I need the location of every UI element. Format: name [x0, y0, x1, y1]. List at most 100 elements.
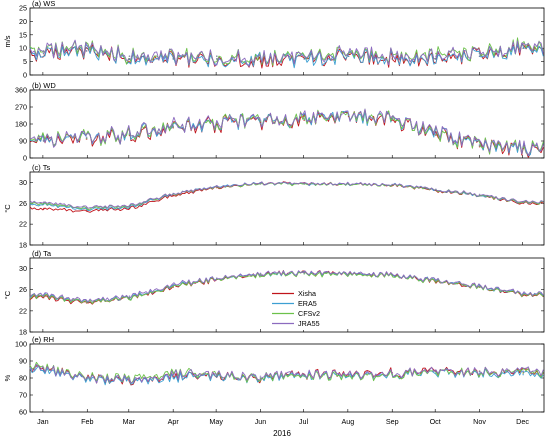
- series-line-jra55: [29, 108, 544, 156]
- data-point: [128, 204, 131, 207]
- series-line-jra55: [29, 181, 544, 209]
- data-point: [42, 367, 45, 369]
- y-tick-label: 360: [15, 86, 27, 95]
- month-tick-label: May: [209, 417, 223, 426]
- data-point: [347, 113, 350, 116]
- data-point: [435, 372, 437, 374]
- data-point: [259, 375, 262, 378]
- data-point: [216, 58, 218, 60]
- data-point: [522, 202, 524, 205]
- series-line-jra55: [29, 363, 544, 384]
- month-tick-label: Apr: [168, 417, 180, 426]
- data-point: [435, 188, 437, 190]
- y-axis-label: °C: [3, 290, 12, 299]
- data-point: [128, 132, 131, 135]
- data-point: [85, 136, 88, 138]
- y-tick-label: 100: [15, 340, 27, 349]
- data-point: [85, 47, 88, 49]
- data-point: [303, 55, 306, 57]
- data-point: [172, 375, 174, 378]
- panels: 0 5 10 15 20 25 (a) WS m/s 0 90 180 270 360 (b) WD 18 2…: [3, 0, 545, 417]
- y-tick-label: 60: [19, 408, 27, 417]
- month-tick-label: Oct: [430, 417, 441, 426]
- y-tick-label: 270: [15, 103, 27, 112]
- data-point: [172, 285, 174, 288]
- y-tick-label: 0: [23, 154, 27, 163]
- data-point: [522, 372, 524, 374]
- month-tick-label: Dec: [516, 417, 529, 426]
- data-point: [172, 192, 174, 195]
- data-point: [303, 117, 306, 120]
- data-point: [391, 58, 394, 60]
- data-point: [172, 58, 174, 60]
- data-point: [42, 294, 45, 296]
- data-point: [478, 55, 481, 57]
- data-point: [128, 378, 131, 381]
- month-tick-label: Jun: [255, 417, 267, 426]
- y-tick-label: 5: [23, 57, 27, 66]
- series-line-jra55: [29, 39, 544, 67]
- data-point: [347, 273, 350, 276]
- x-axis-label: 2016: [273, 429, 291, 438]
- data-point: [435, 55, 437, 57]
- legend-label: JRA55: [298, 319, 320, 328]
- y-axis-label: °C: [3, 204, 12, 213]
- data-point: [435, 280, 437, 283]
- data-point: [216, 185, 218, 188]
- data-point: [391, 273, 394, 276]
- data-point: [42, 368, 45, 371]
- data-point: [478, 193, 481, 196]
- data-point: [303, 375, 306, 378]
- data-point: [42, 370, 45, 373]
- data-point: [42, 50, 45, 52]
- data-point: [42, 295, 45, 298]
- series-line-cfsv2: [29, 37, 544, 66]
- data-point: [128, 295, 131, 297]
- data-point: [478, 370, 481, 373]
- data-point: [391, 372, 394, 374]
- legend-label: Xisha: [298, 289, 316, 298]
- data-point: [42, 139, 45, 141]
- series-line-cfsv2: [29, 361, 544, 384]
- month-tick-label: Nov: [473, 417, 486, 426]
- y-tick-label: 180: [15, 120, 27, 129]
- data-point: [172, 194, 174, 197]
- data-point: [522, 47, 524, 49]
- data-point: [347, 272, 350, 275]
- y-tick-label: 30: [19, 264, 27, 273]
- data-point: [522, 370, 524, 373]
- data-point: [172, 55, 174, 57]
- data-point: [216, 277, 218, 279]
- data-point: [435, 279, 437, 282]
- data-point: [303, 182, 306, 185]
- month-axis: Jan Feb Mar Apr May Jun Jul Aug Sep Oct Nov Dec: [37, 417, 529, 426]
- y-tick-label: 22: [19, 220, 27, 229]
- data-point: [435, 58, 437, 60]
- panel-1: 0 5 10 15 20 25 (a) WS m/s: [3, 0, 545, 80]
- data-point: [128, 380, 131, 383]
- y-tick-label: 80: [19, 374, 27, 383]
- data-point: [216, 55, 218, 57]
- data-point: [128, 377, 131, 379]
- data-point: [478, 285, 481, 287]
- data-point: [172, 125, 174, 127]
- data-point: [347, 55, 350, 57]
- data-point: [85, 300, 88, 302]
- data-point: [347, 375, 350, 378]
- panel-label: (c) Ts: [32, 163, 50, 172]
- data-point: [85, 50, 88, 52]
- panel-5: 60 70 80 90 100 (e) RH%: [3, 335, 545, 417]
- data-point: [42, 207, 45, 210]
- data-point: [478, 144, 481, 146]
- panel-label: (b) WD: [32, 81, 56, 90]
- data-point: [391, 117, 394, 120]
- y-tick-label: 10: [19, 44, 27, 53]
- panel-label: (a) WS: [32, 0, 55, 8]
- data-point: [522, 200, 524, 203]
- data-point: [85, 377, 88, 379]
- data-point: [347, 52, 350, 55]
- month-tick-label: Mar: [123, 417, 136, 426]
- data-point: [522, 145, 524, 148]
- panel-frame: [29, 257, 545, 333]
